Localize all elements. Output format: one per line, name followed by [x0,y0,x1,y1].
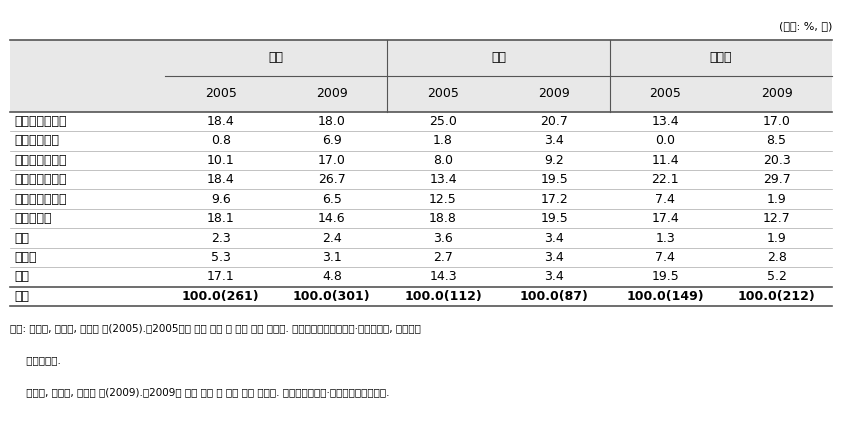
Text: 6.5: 6.5 [322,193,342,205]
Text: 13.4: 13.4 [652,115,679,128]
Text: 19.5: 19.5 [541,173,568,186]
Text: 100.0(87): 100.0(87) [520,290,589,303]
Text: 1.9: 1.9 [767,232,786,245]
Text: 18.0: 18.0 [318,115,346,128]
Text: 3.4: 3.4 [544,270,564,284]
Text: 전체: 전체 [269,51,284,64]
Text: 13.4: 13.4 [429,173,457,186]
Text: 이삼식, 최효건, 오영희 외(2009).『2009년 전국 결혼 및 출산 동향 조사』. 보건복지가족부·한국보건사회연구원.: 이삼식, 최효건, 오영희 외(2009).『2009년 전국 결혼 및 출산 … [10,387,389,397]
Text: 12.5: 12.5 [429,193,457,205]
Text: 가치관변화: 가치관변화 [14,212,51,225]
Text: 전체: 전체 [14,290,29,303]
Text: 7.4: 7.4 [655,193,675,205]
Text: 1.9: 1.9 [767,193,786,205]
Text: 1.8: 1.8 [433,134,453,147]
Text: 18.1: 18.1 [207,212,235,225]
Text: 17.0: 17.0 [763,115,791,128]
Text: 비취업: 비취업 [710,51,733,64]
Text: 100.0(212): 100.0(212) [738,290,816,303]
Text: 14.3: 14.3 [429,270,457,284]
Text: 100.0(261): 100.0(261) [182,290,259,303]
Text: 자녀양육비부담: 자녀양육비부담 [14,154,67,167]
Text: 2009: 2009 [760,87,792,100]
Text: 11.4: 11.4 [652,154,679,167]
Text: 0.8: 0.8 [210,134,231,147]
Text: 18.4: 18.4 [207,173,235,186]
Text: 2005: 2005 [649,87,681,100]
Text: 20.3: 20.3 [763,154,791,167]
Text: (단위: %, 명): (단위: %, 명) [779,21,832,31]
Text: 2009: 2009 [538,87,570,100]
Text: 29.7: 29.7 [763,173,791,186]
Text: 불임: 불임 [14,232,29,245]
Bar [10,40,832,112]
Text: 2.7: 2.7 [433,251,453,264]
Text: 기타: 기타 [14,270,29,284]
Text: 9.2: 9.2 [544,154,564,167]
Text: 2.3: 2.3 [210,232,231,245]
Text: 12.7: 12.7 [763,212,791,225]
Text: 17.0: 17.0 [318,154,346,167]
Text: 3.1: 3.1 [322,251,342,264]
Text: 1.3: 1.3 [656,232,675,245]
Text: 19.5: 19.5 [541,212,568,225]
Text: 22.1: 22.1 [652,173,679,186]
Text: 10.1: 10.1 [207,154,235,167]
Text: 19.5: 19.5 [652,270,679,284]
Text: 고연령: 고연령 [14,251,36,264]
Text: 7.4: 7.4 [655,251,675,264]
Text: 2.4: 2.4 [322,232,342,245]
Text: 20.7: 20.7 [541,115,568,128]
Text: 100.0(301): 100.0(301) [293,290,370,303]
Text: 9.6: 9.6 [210,193,231,205]
Text: 100.0(149): 100.0(149) [626,290,704,303]
Text: 25.0: 25.0 [429,115,457,128]
Text: 2.8: 2.8 [767,251,786,264]
Text: 0.0: 0.0 [655,134,675,147]
Text: 17.4: 17.4 [652,212,679,225]
Text: 취업: 취업 [491,51,506,64]
Text: 3.6: 3.6 [433,232,453,245]
Text: 일가정양립곤란: 일가정양립곤란 [14,193,67,205]
Text: 4.8: 4.8 [322,270,342,284]
Text: 3.4: 3.4 [544,232,564,245]
Text: 26.7: 26.7 [318,173,346,186]
Text: 17.2: 17.2 [541,193,568,205]
Text: 자료: 이삼식, 정윤선, 김희경 외(2005).『2005년도 전국 결혼 및 출산 동향 조사』. 저출산고령사회위원회·보건복지부, 한국보건: 자료: 이삼식, 정윤선, 김희경 외(2005).『2005년도 전국 결혼 … [10,323,421,333]
Text: 6.9: 6.9 [322,134,342,147]
Text: 2009: 2009 [316,87,348,100]
Text: 2005: 2005 [205,87,237,100]
Text: 100.0(112): 100.0(112) [404,290,482,303]
Text: 소득고용불안정: 소득고용불안정 [14,115,67,128]
Text: 사회연구원.: 사회연구원. [10,355,61,365]
Text: 3.4: 3.4 [544,134,564,147]
Text: 5.2: 5.2 [767,270,786,284]
Text: 18.8: 18.8 [429,212,457,225]
Bar [10,112,832,306]
Text: 17.1: 17.1 [207,270,235,284]
Text: 3.4: 3.4 [544,251,564,264]
Text: 5.3: 5.3 [210,251,231,264]
Text: 8.5: 8.5 [766,134,786,147]
Text: 주택마련곤란: 주택마련곤란 [14,134,59,147]
Text: 8.0: 8.0 [433,154,453,167]
Text: 2005: 2005 [427,87,459,100]
Text: 자녀교육비부담: 자녀교육비부담 [14,173,67,186]
Text: 14.6: 14.6 [318,212,346,225]
Text: 18.4: 18.4 [207,115,235,128]
